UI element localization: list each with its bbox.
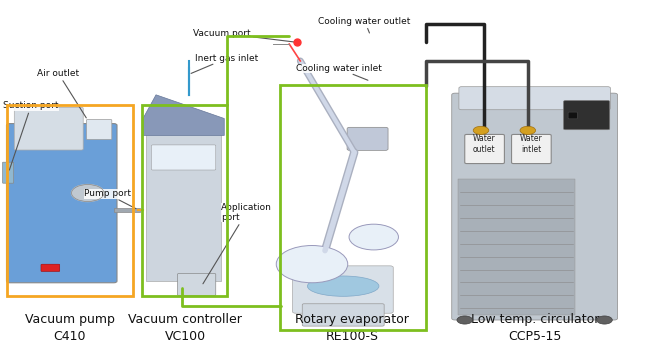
Bar — [6, 105, 133, 296]
Text: Pump port: Pump port — [84, 189, 136, 209]
FancyBboxPatch shape — [465, 135, 504, 164]
FancyBboxPatch shape — [568, 112, 577, 119]
FancyBboxPatch shape — [177, 274, 216, 295]
Text: Vacuum port: Vacuum port — [192, 29, 294, 42]
FancyBboxPatch shape — [302, 304, 384, 326]
Text: Water
intlet: Water intlet — [519, 134, 542, 154]
Ellipse shape — [307, 276, 379, 296]
FancyBboxPatch shape — [564, 101, 610, 130]
Text: Vacuum pump: Vacuum pump — [25, 313, 114, 326]
Bar — [280, 85, 426, 330]
Text: C410: C410 — [53, 330, 86, 343]
FancyBboxPatch shape — [14, 107, 83, 150]
FancyBboxPatch shape — [458, 179, 575, 315]
Circle shape — [349, 224, 398, 250]
Bar — [142, 105, 227, 296]
FancyBboxPatch shape — [146, 132, 221, 281]
FancyBboxPatch shape — [151, 145, 216, 170]
Text: RE100-S: RE100-S — [326, 330, 379, 343]
Text: Cooling water outlet: Cooling water outlet — [318, 17, 411, 33]
FancyArrow shape — [114, 208, 140, 212]
Circle shape — [457, 316, 473, 324]
Circle shape — [597, 316, 612, 324]
FancyBboxPatch shape — [292, 266, 393, 313]
FancyBboxPatch shape — [459, 87, 610, 110]
Polygon shape — [143, 95, 224, 136]
Text: CCP5-15: CCP5-15 — [508, 330, 562, 343]
Text: Water
outlet: Water outlet — [473, 134, 495, 154]
Text: Suction port: Suction port — [3, 101, 58, 170]
Text: Low temp. circulator: Low temp. circulator — [471, 313, 599, 326]
FancyBboxPatch shape — [3, 162, 14, 183]
FancyBboxPatch shape — [452, 93, 618, 320]
Circle shape — [520, 126, 536, 135]
Text: Vacuum controller: Vacuum controller — [128, 313, 242, 326]
Text: Air outlet: Air outlet — [38, 69, 86, 118]
Text: Inert gas inlet: Inert gas inlet — [191, 54, 258, 73]
Circle shape — [473, 126, 489, 135]
Circle shape — [276, 246, 348, 283]
Text: Cooling water inlet: Cooling water inlet — [296, 64, 382, 80]
FancyBboxPatch shape — [86, 119, 112, 139]
Text: Application
port: Application port — [203, 203, 272, 284]
FancyBboxPatch shape — [6, 124, 117, 283]
Circle shape — [72, 185, 104, 201]
FancyBboxPatch shape — [512, 135, 551, 164]
FancyBboxPatch shape — [347, 127, 388, 150]
Text: VC100: VC100 — [164, 330, 206, 343]
FancyBboxPatch shape — [41, 264, 60, 272]
Text: Rotary evaporator: Rotary evaporator — [295, 313, 410, 326]
